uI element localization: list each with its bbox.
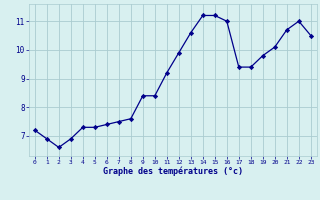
X-axis label: Graphe des températures (°c): Graphe des températures (°c) xyxy=(103,167,243,176)
